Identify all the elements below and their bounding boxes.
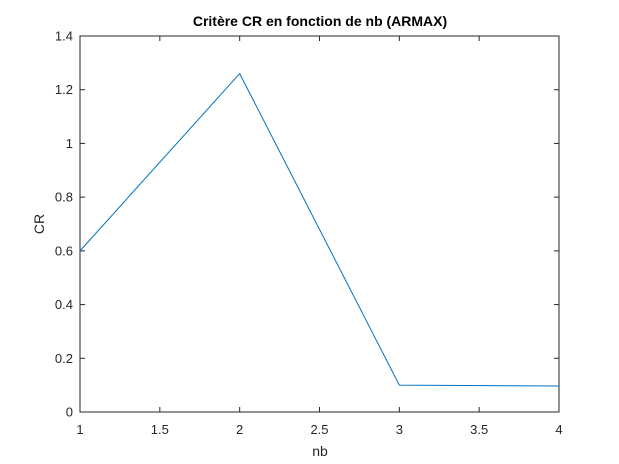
- y-tick-label: 0.6: [55, 243, 73, 258]
- y-tick-label: 1: [66, 136, 73, 151]
- y-tick-label: 1.4: [55, 29, 73, 44]
- y-axis-label: CR: [31, 214, 47, 234]
- x-tick-label: 4: [555, 422, 562, 437]
- x-tick-label: 2: [236, 422, 243, 437]
- y-tick-label: 0: [66, 405, 73, 420]
- x-tick-label: 2.5: [310, 422, 328, 437]
- y-tick-label: 0.4: [55, 297, 73, 312]
- x-tick-label: 1.5: [151, 422, 169, 437]
- x-axis-label: nb: [312, 443, 328, 459]
- series-layer: [79, 73, 560, 387]
- plot-area: [79, 35, 560, 413]
- y-tick-label: 1.2: [55, 82, 73, 97]
- x-tick-label: 1: [76, 422, 83, 437]
- y-tick-label: 0.2: [55, 351, 73, 366]
- chart-title: Critère CR en fonction de nb (ARMAX): [193, 13, 447, 29]
- y-tick-label: 0.8: [55, 190, 73, 205]
- y-axis: 0 0.2 0.4 0.6 0.8 1 1.2 1.4: [55, 29, 559, 420]
- x-axis: 1 1.5 2 2.5 3 3.5 4: [76, 36, 563, 437]
- x-tick-label: 3: [396, 422, 403, 437]
- series-line-0: [79, 73, 560, 387]
- x-tick-label: 3.5: [470, 422, 488, 437]
